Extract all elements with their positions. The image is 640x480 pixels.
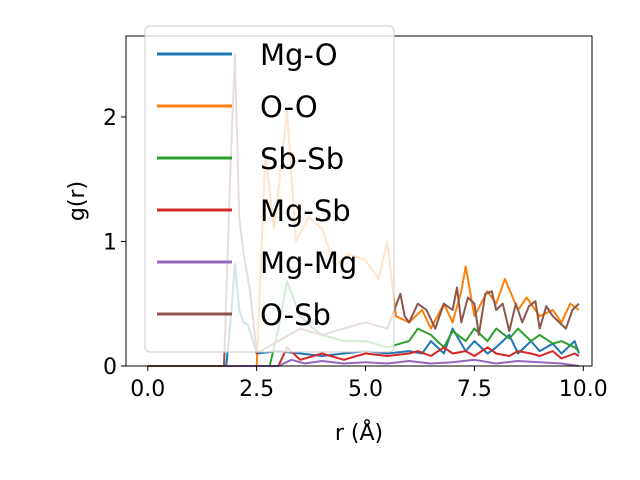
x-tick-label: 5.0 xyxy=(348,377,383,402)
series-line-mg-sb xyxy=(147,346,580,367)
x-tick-label: 2.5 xyxy=(239,377,274,402)
legend-label-mg-sb: Mg-Sb xyxy=(260,194,351,228)
legend-label-mg-mg: Mg-Mg xyxy=(260,246,357,280)
x-tick-label: 10.0 xyxy=(559,377,608,402)
x-tick-label: 7.5 xyxy=(457,377,492,402)
y-tick-label: 0 xyxy=(103,355,117,380)
x-tick-label: 0.0 xyxy=(130,377,165,402)
legend-label-mg-o: Mg-O xyxy=(260,38,338,72)
y-axis-label: g(r) xyxy=(65,181,90,221)
series-line-o-sb xyxy=(147,53,580,367)
legend-label-o-o: O-O xyxy=(260,90,318,124)
x-axis-label: r (Å) xyxy=(335,419,383,446)
tick-layer: 0.0 2.5 5.0 7.5 10.0 0 1 2 xyxy=(103,106,608,402)
legend-label-sb-sb: Sb-Sb xyxy=(260,142,344,176)
y-tick-label: 1 xyxy=(103,230,117,255)
y-tick-label: 2 xyxy=(103,106,117,131)
legend-label-o-sb: O-Sb xyxy=(260,298,331,332)
legend: Mg-O O-O Sb-Sb Mg-Sb Mg-Mg O-Sb xyxy=(144,25,395,353)
series-line-mg-mg xyxy=(147,358,580,367)
